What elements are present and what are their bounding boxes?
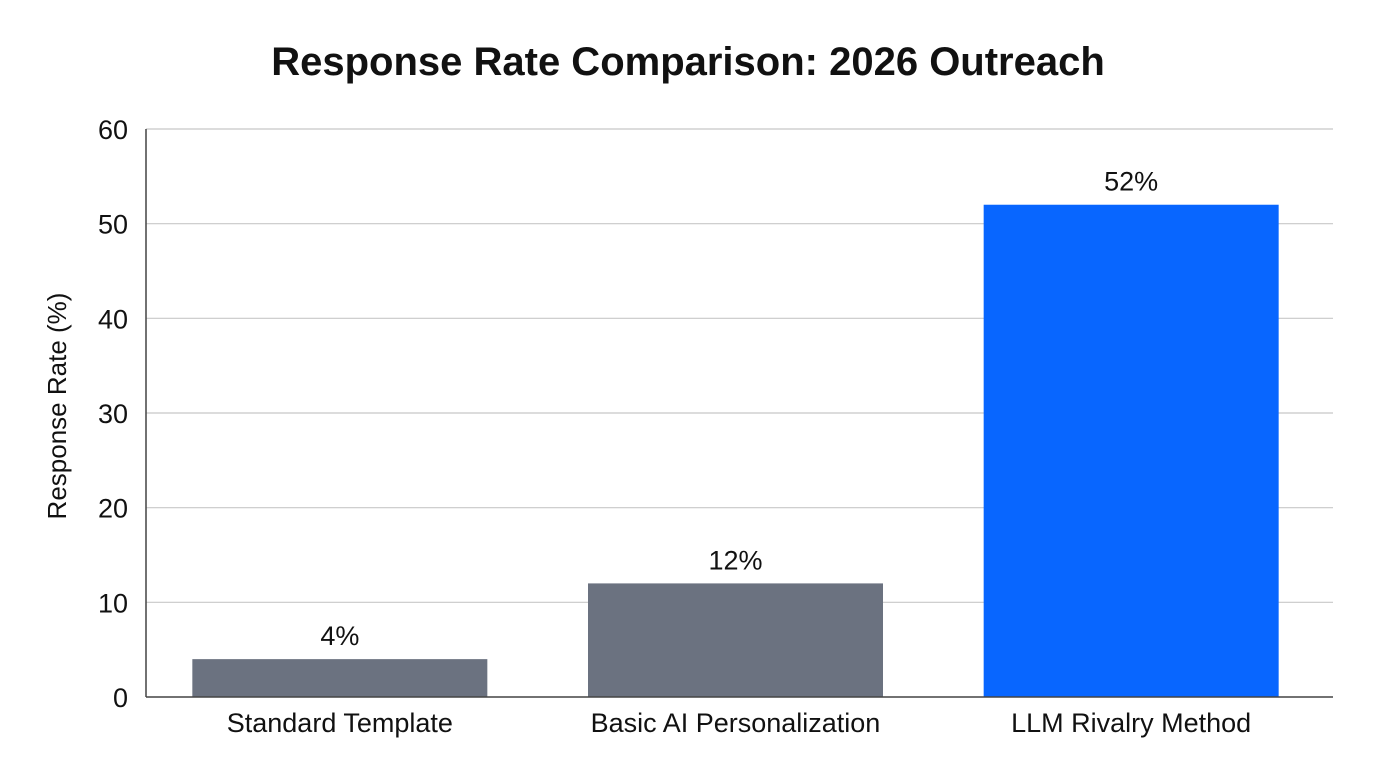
y-tick-label: 10 <box>98 588 128 618</box>
x-tick-label: LLM Rivalry Method <box>1011 708 1251 738</box>
y-tick-label: 20 <box>98 494 128 524</box>
y-tick-label: 0 <box>113 683 128 713</box>
y-tick-label: 40 <box>98 304 128 334</box>
chart-title: Response Rate Comparison: 2026 Outreach <box>271 40 1105 84</box>
y-axis-label: Response Rate (%) <box>42 293 72 520</box>
y-tick-label: 30 <box>98 399 128 429</box>
data-label: 4% <box>320 621 359 651</box>
bar <box>983 204 1279 697</box>
bar <box>192 659 488 697</box>
x-tick-label: Standard Template <box>227 708 453 738</box>
bar <box>588 583 883 697</box>
y-tick-label: 50 <box>98 210 128 240</box>
x-tick-label: Basic AI Personalization <box>591 708 881 738</box>
data-label: 12% <box>708 545 762 575</box>
y-tick-label: 60 <box>98 115 128 145</box>
data-label: 52% <box>1104 167 1158 197</box>
